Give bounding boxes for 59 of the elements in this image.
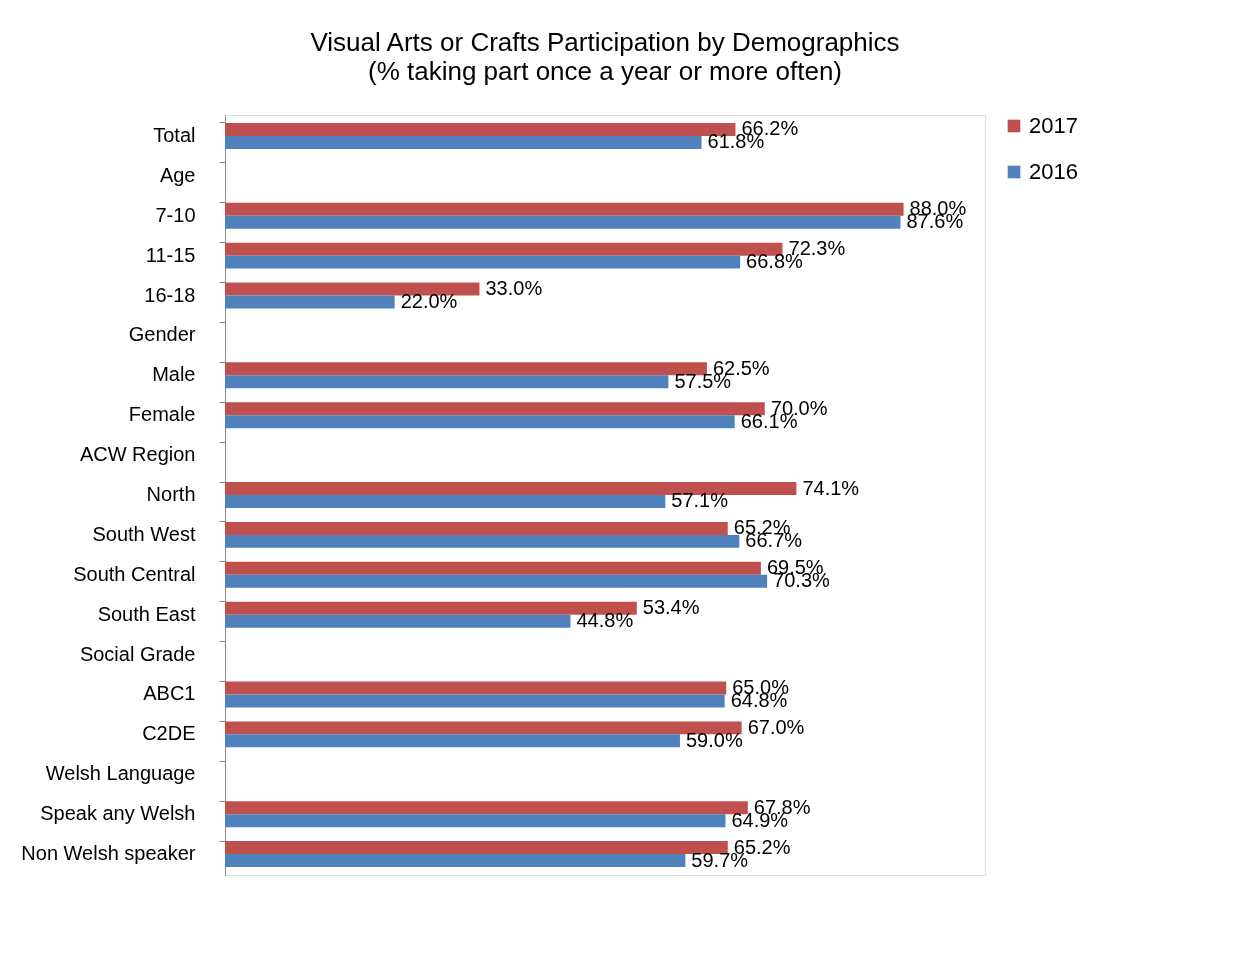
y-tick-label: ACW Region (79, 443, 196, 466)
data-label: 57.1% (671, 489, 729, 512)
bar (225, 295, 395, 309)
bar (225, 721, 742, 735)
bar (225, 841, 728, 855)
y-tick-label: South West (92, 522, 196, 545)
y-tick-label: 16-18 (144, 283, 196, 306)
data-label: 33.0% (485, 277, 543, 300)
y-tick-label: North (146, 483, 196, 505)
bar (225, 495, 666, 508)
legend-label: 2016 (1029, 159, 1078, 184)
y-tick-label: C2DE (142, 722, 196, 745)
bar (225, 415, 735, 429)
bar (225, 734, 680, 748)
bar (225, 561, 761, 575)
y-tick-label: Gender (128, 323, 196, 346)
bar (225, 614, 571, 628)
data-label: 74.1% (802, 476, 860, 499)
y-tick-label: Non Welsh speaker (21, 842, 196, 865)
bar (225, 402, 765, 416)
y-tick-label: Male (152, 363, 196, 386)
bar (225, 681, 727, 695)
y-tick-label: Welsh Language (45, 762, 196, 785)
bar (225, 534, 740, 548)
bar (225, 814, 726, 828)
y-tick-label: South East (97, 602, 196, 625)
chart-title: Visual Arts or Crafts Participation by Demographics (310, 27, 900, 57)
y-tick-label: Social Grade (79, 642, 196, 665)
bar (225, 482, 797, 495)
y-tick-label: South Central (73, 562, 196, 585)
bar (225, 122, 736, 136)
bar (225, 694, 725, 708)
data-label: 59.0% (685, 728, 743, 751)
bar (225, 601, 637, 615)
y-tick-label: Speak any Welsh (40, 802, 196, 825)
y-tick-label: Total (153, 123, 196, 146)
bar (225, 255, 741, 269)
bar (225, 282, 480, 296)
y-tick-label: 11-15 (145, 243, 196, 266)
data-label: 22.0% (400, 290, 458, 313)
legend-label: 2017 (1029, 113, 1078, 138)
y-tick-label: ABC1 (143, 682, 196, 705)
bar (225, 521, 728, 535)
y-tick-label: 7-10 (155, 203, 196, 226)
data-label: 67.0% (747, 715, 805, 738)
bar (225, 135, 702, 149)
bar (225, 574, 768, 588)
bar (225, 242, 783, 256)
y-tick-label: Female (128, 403, 196, 426)
bar (225, 215, 901, 229)
bar (225, 202, 904, 216)
data-label: 44.8% (576, 609, 634, 632)
bar (225, 854, 686, 868)
bar (225, 801, 748, 815)
bar (225, 375, 669, 389)
data-label: 53.4% (642, 596, 700, 619)
bar (225, 362, 707, 376)
chart-subtitle: (% taking part once a year or more often) (367, 56, 843, 86)
y-tick-label: Age (159, 163, 196, 186)
